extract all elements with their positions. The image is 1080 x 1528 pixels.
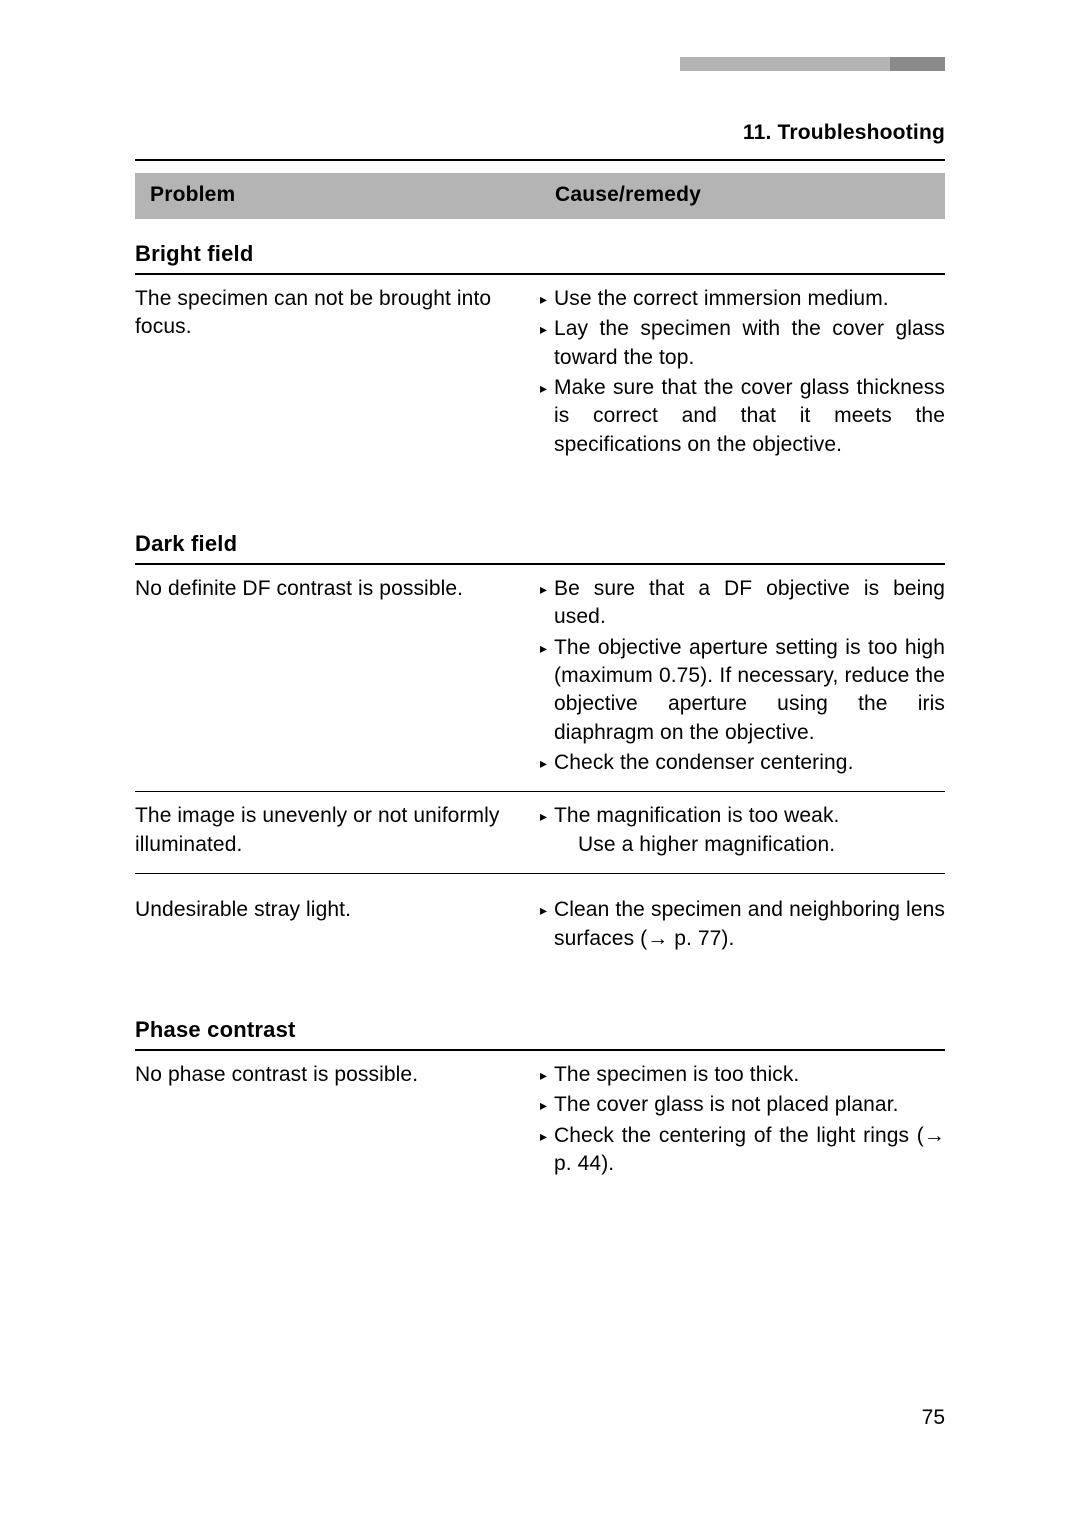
remedy-text: The magnification is too weak. [554, 804, 839, 827]
column-header-problem: Problem [135, 173, 540, 219]
group-heading-bright-field: Bright field [135, 241, 945, 273]
section-title: 11. Troubleshooting [135, 115, 945, 145]
rule-top [135, 159, 945, 161]
remedy-item: The magnification is too weak. Use a high… [540, 802, 945, 859]
problem-cell: No phase contrast is possible. [135, 1061, 540, 1089]
remedy-item: Make sure that the cover glass thickness… [540, 374, 945, 459]
remedy-cell: The magnification is too weak. Use a high… [540, 802, 945, 861]
remedy-list: Clean the specimen and neighboring lens … [540, 896, 945, 953]
remedy-cell: Use the correct immersion medium. Lay th… [540, 285, 945, 461]
remedy-list: The magnification is too weak. Use a high… [540, 802, 945, 859]
page-content: 11. Troubleshooting Problem Cause/remedy… [135, 115, 945, 1192]
column-header-remedy: Cause/remedy [540, 173, 945, 219]
accent-segment-light [680, 57, 890, 71]
table-row: The specimen can not be brought into foc… [135, 275, 945, 473]
remedy-list: The specimen is too thick. The cover gla… [540, 1061, 945, 1178]
group-spacer [135, 473, 945, 531]
problem-cell: No definite DF contrast is possible. [135, 575, 540, 603]
remedy-item: Check the condenser centering. [540, 749, 945, 777]
problem-cell: The image is unevenly or not uniformly i… [135, 802, 540, 859]
remedy-continuation: Use a higher magnification. [554, 831, 945, 859]
problem-cell: The specimen can not be brought into foc… [135, 285, 540, 342]
table-row: Undesirable stray light. Clean the speci… [135, 874, 945, 983]
table-header-band: Problem Cause/remedy [135, 173, 945, 219]
remedy-item: Be sure that a DF objective is being use… [540, 575, 945, 632]
remedy-list: Be sure that a DF objective is being use… [540, 575, 945, 777]
remedy-cell: The specimen is too thick. The cover gla… [540, 1061, 945, 1180]
remedy-cell: Be sure that a DF objective is being use… [540, 575, 945, 779]
table-row: No definite DF contrast is possible. Be … [135, 565, 945, 791]
remedy-list: Use the correct immersion medium. Lay th… [540, 285, 945, 459]
problem-cell: Undesirable stray light. [135, 896, 540, 924]
remedy-item: The cover glass is not placed planar. [540, 1091, 945, 1119]
table-row: No phase contrast is possible. The speci… [135, 1051, 945, 1192]
remedy-item: Use the correct immersion medium. [540, 285, 945, 313]
header-accent-bar [680, 57, 945, 71]
remedy-item: The objective aperture setting is too hi… [540, 634, 945, 747]
group-heading-dark-field: Dark field [135, 531, 945, 563]
remedy-item: The specimen is too thick. [540, 1061, 945, 1089]
remedy-item: Lay the specimen with the cover glass to… [540, 315, 945, 372]
table-row: The image is unevenly or not uniformly i… [135, 792, 945, 873]
group-heading-phase-contrast: Phase contrast [135, 1017, 945, 1049]
remedy-cell: Clean the specimen and neighboring lens … [540, 896, 945, 955]
group-spacer [135, 983, 945, 1017]
remedy-item: Clean the specimen and neighboring lens … [540, 896, 945, 953]
accent-segment-dark [890, 57, 945, 71]
remedy-item: Check the centering of the light rings (… [540, 1122, 945, 1179]
page-number: 75 [922, 1406, 945, 1430]
